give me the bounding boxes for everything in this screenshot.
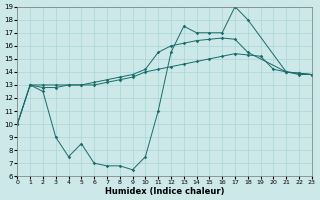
- X-axis label: Humidex (Indice chaleur): Humidex (Indice chaleur): [105, 187, 224, 196]
